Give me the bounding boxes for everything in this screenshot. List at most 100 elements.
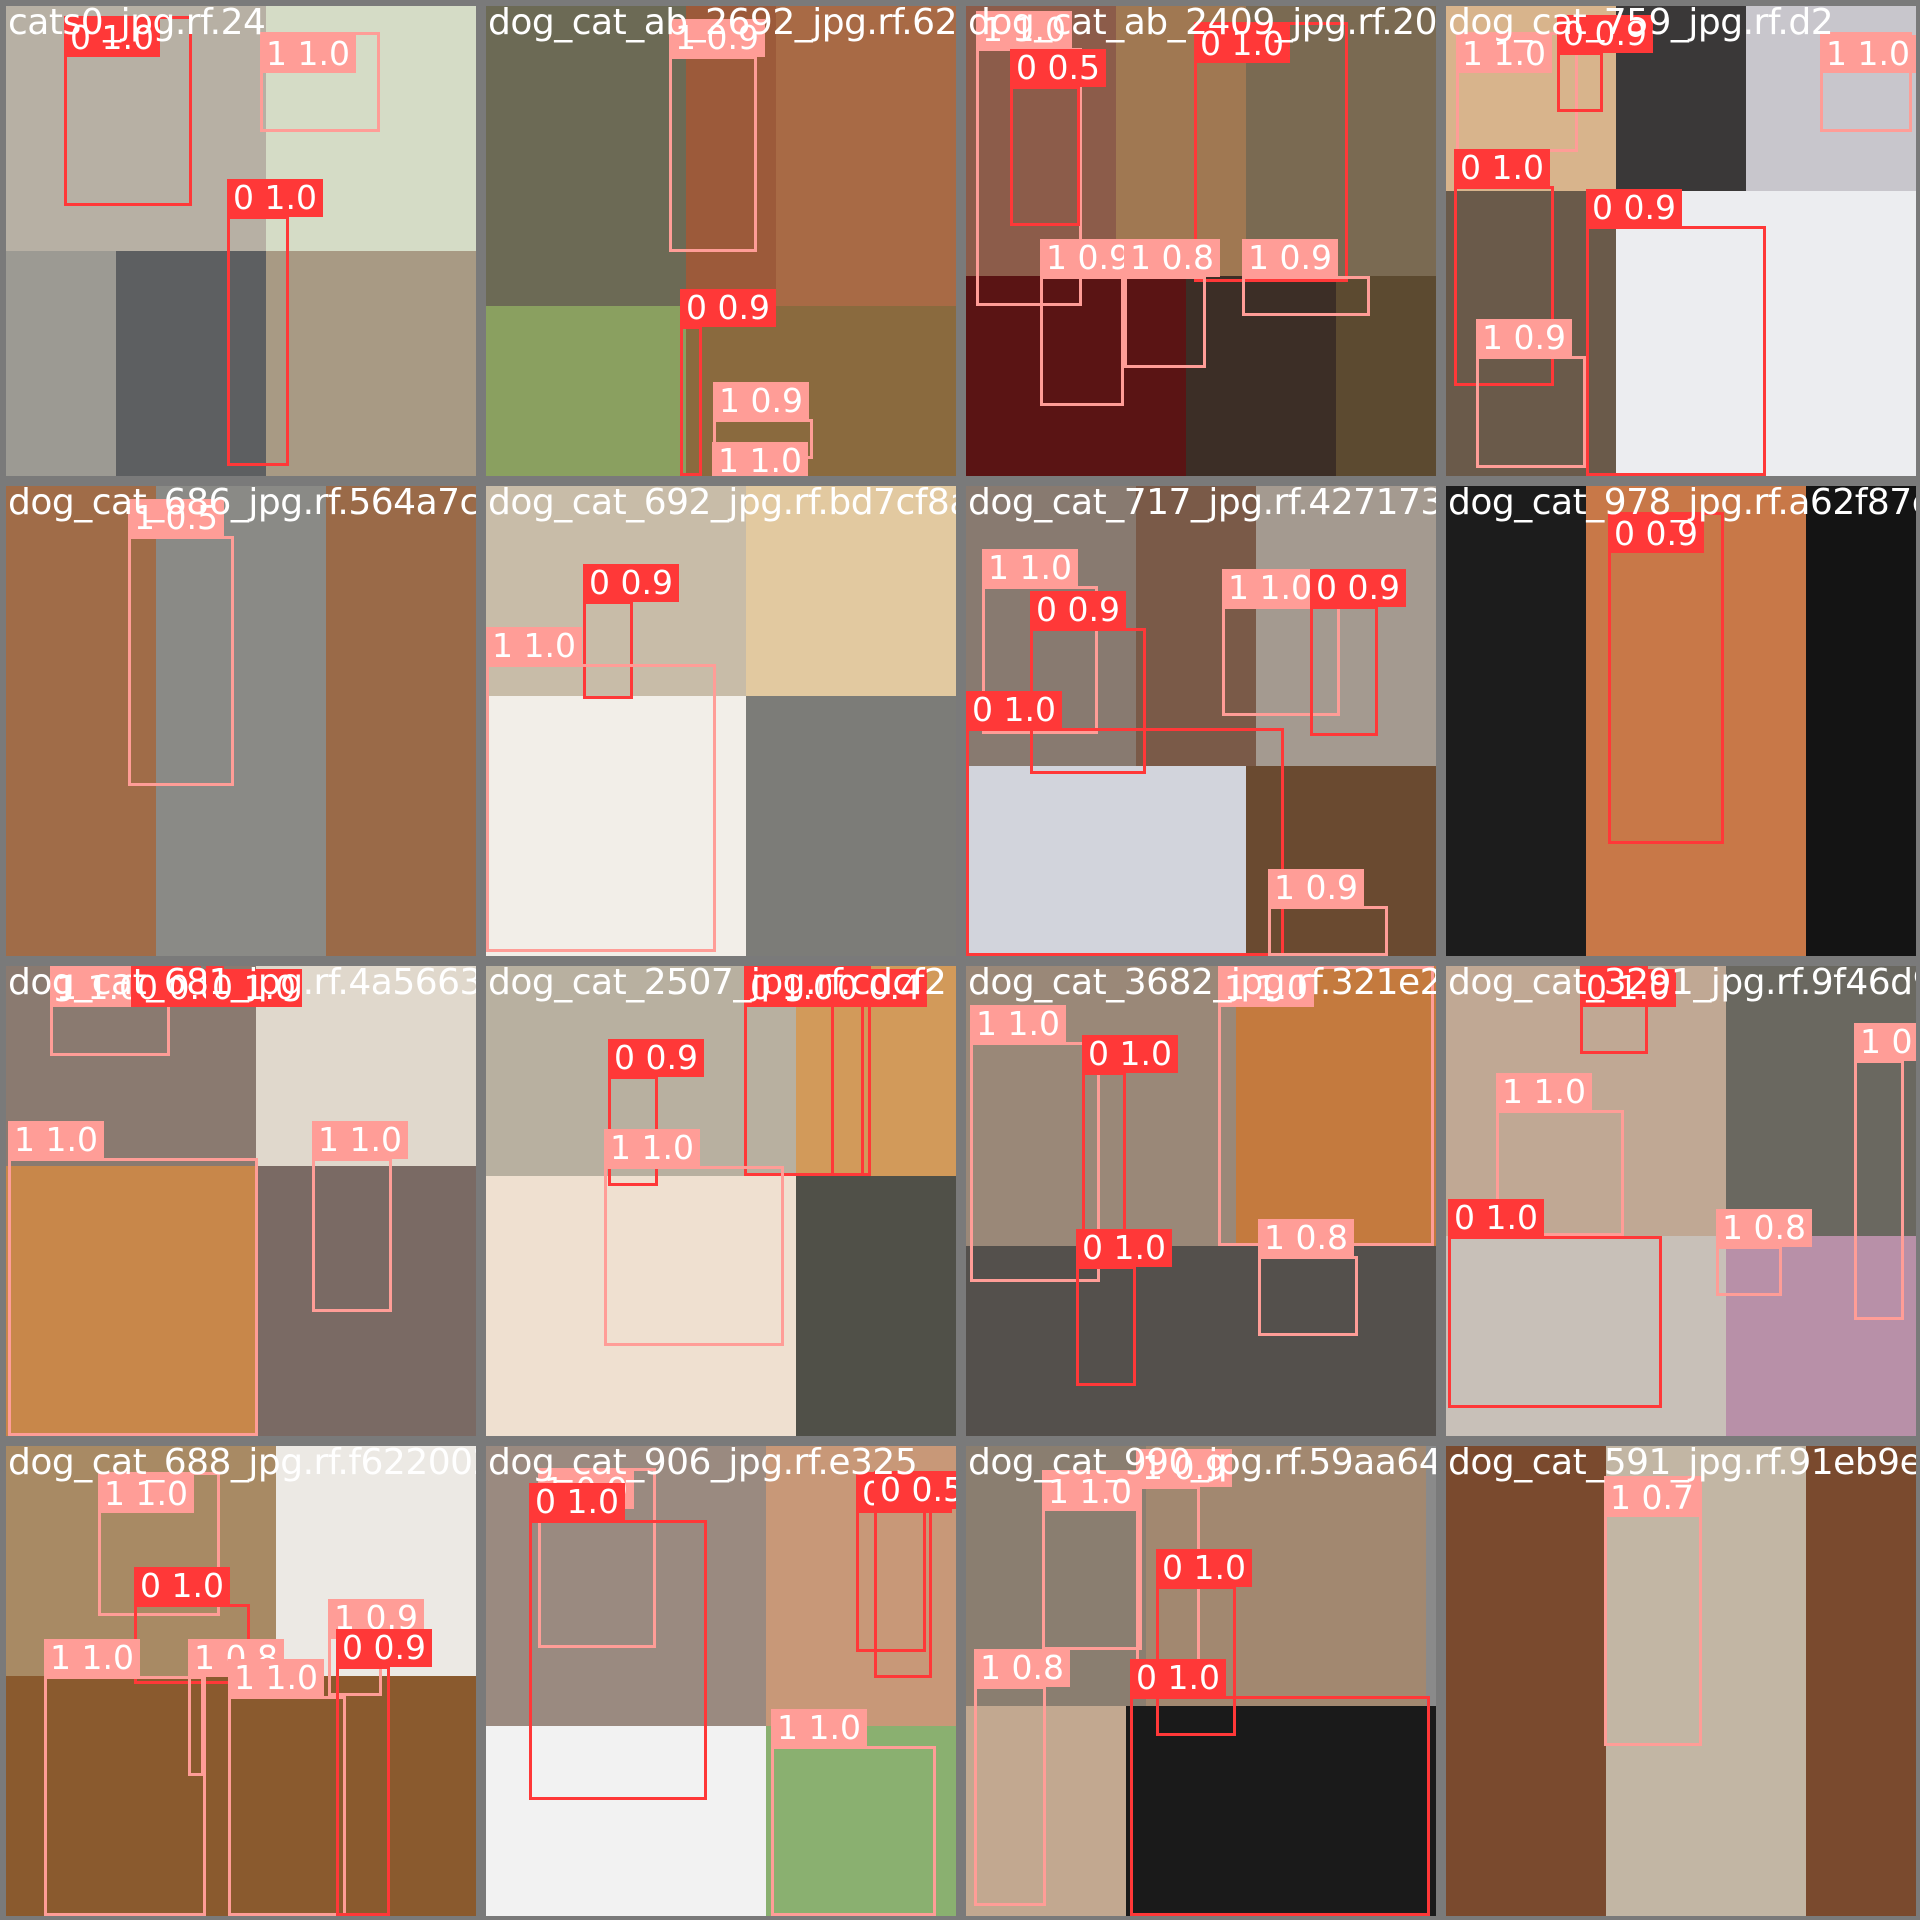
- detection-box: 0 0.9: [680, 289, 776, 476]
- detection-box: 0 0.5: [1010, 49, 1106, 226]
- detection-box: 1 0.9: [1476, 319, 1586, 468]
- detection-box: 1 0.5: [128, 499, 234, 786]
- detection-label: 0 0.9: [583, 564, 679, 602]
- photo-panel: [6, 486, 156, 956]
- detection-box: 0 1.0: [1194, 22, 1348, 282]
- detection-label: 0 1.0: [1448, 1199, 1544, 1237]
- photo-panel: [156, 486, 326, 956]
- detection-label: 1 0.9: [1040, 239, 1136, 277]
- detection-box: 1 1.0: [1218, 966, 1434, 1246]
- detection-label: 1 0.: [1854, 1023, 1916, 1061]
- detection-label: 1 1.0: [712, 442, 808, 476]
- detection-label: 1 1.0: [970, 1005, 1066, 1043]
- detection-label: 0 1.0: [64, 19, 160, 57]
- photo-panel: [746, 486, 956, 696]
- detection-label: 0 1.0: [744, 969, 840, 1007]
- detection-label: 1 1.0: [486, 627, 582, 665]
- detection-label: 1 1.0: [44, 1639, 140, 1677]
- photo-panel: [746, 696, 956, 956]
- photo-panel: [1126, 1706, 1436, 1916]
- mosaic-tile: 1 1.0 0 1.0 1 0.9 1 1.0 1 0.8 1 1.0 0 0.9 dog_c…: [6, 1446, 476, 1916]
- detection-box: 1 1.0: [8, 1121, 258, 1436]
- detection-label: 0 1.0: [206, 969, 302, 1007]
- detection-label: 0 0.9: [1310, 569, 1406, 607]
- detection-label: 1 0.8: [974, 1649, 1070, 1687]
- detection-label: 1 1.0: [1496, 1073, 1592, 1111]
- detection-box: 0 1.0: [206, 966, 302, 1007]
- photo-panel: [1726, 1236, 1916, 1436]
- photo-panel: [1236, 966, 1436, 1246]
- detection-box: 1 0.9: [1040, 239, 1136, 406]
- detection-box: 1 0.7: [1604, 1476, 1702, 1746]
- detection-label: 0 0.9: [1030, 591, 1126, 629]
- detection-box: 0 1.0: [744, 966, 864, 1176]
- photo-panel: [266, 251, 476, 476]
- detection-label: 1 1.0: [1222, 569, 1318, 607]
- detection-box: 0 0.9: [336, 1629, 432, 1916]
- detection-box: 0 1.0: [64, 16, 192, 206]
- photo-panel: [1336, 276, 1436, 476]
- mosaic-tile: 1 1.0 1 0.9 0 1.0 1 0.8 0 1.0 dog_cat_990_jpg…: [966, 1446, 1436, 1916]
- photo-panel: [1256, 486, 1436, 766]
- detection-box: 1 0.9: [713, 382, 813, 459]
- detection-label: 1 1.0: [260, 35, 356, 73]
- mosaic-tile: 0 0.9 1 1.0 dog_cat_692_jpg.rf.bd7cf8a: [486, 486, 956, 956]
- detection-label: 0 1.0: [1130, 1659, 1226, 1697]
- detection-label: 1 0.5: [128, 499, 224, 537]
- detection-box: 0 1.0: [1156, 1549, 1252, 1736]
- photo-panel: [966, 766, 1246, 956]
- detection-box: 0 1.0: [1580, 966, 1676, 1054]
- mosaic-tile: 1 1.0 0 0.9 0 1.0 1 1.0 0 0.9 1 0.9 dog_cat_71…: [966, 486, 1436, 956]
- detection-box: 1 0.8: [188, 1639, 284, 1776]
- photo-panel: [1246, 766, 1436, 956]
- photo-panel: [486, 1176, 796, 1436]
- detection-label: 0 1.0: [1076, 1229, 1172, 1267]
- detection-label: 0 0.9: [608, 1039, 704, 1077]
- photo-panel: [1806, 486, 1916, 956]
- mosaic-tile: 0 1.01 0.1 1.00 1.01 0.8dog_cat_3291_jpg…: [1446, 966, 1916, 1436]
- detection-box: 0 1.0: [227, 179, 323, 466]
- detection-box: 0 1.0: [1082, 1035, 1178, 1242]
- photo-panel: [776, 6, 956, 306]
- photo-panel: [1616, 191, 1916, 476]
- photo-panel: [966, 1706, 1126, 1916]
- detection-box: 1 1.0: [1042, 1470, 1142, 1650]
- detection-box: 0 0.8: [131, 966, 227, 1007]
- detection-label: 0 0.5: [874, 1471, 956, 1509]
- detection-label: 1 1.0: [976, 11, 1072, 49]
- detection-box: 1 0.8: [974, 1649, 1070, 1906]
- mosaic-tile: 1 0.5 dog_cat_686_jpg.rf.564a7c9: [6, 486, 476, 956]
- photo-panel: [486, 6, 686, 306]
- detection-label: 0 1.0: [1194, 25, 1290, 63]
- detection-box: 1 1.0: [1496, 1073, 1624, 1236]
- photo-panel: [1806, 1446, 1916, 1916]
- mosaic-tile: 0 1.0 1 1.0 0 1.0 cats0_jpg.rf.24: [6, 6, 476, 476]
- detection-label: 0 0.5: [1010, 49, 1106, 87]
- detection-label: 0 1.0: [1156, 1549, 1252, 1587]
- detection-label: 0 0.9: [1608, 515, 1704, 553]
- detection-box: 0 0.9: [1557, 15, 1653, 112]
- photo-panel: [1136, 486, 1256, 766]
- detection-box: 0 1.0: [529, 1483, 707, 1800]
- photo-panel: [1446, 1446, 1606, 1916]
- detection-box: 1 1.0: [771, 1709, 936, 1916]
- photo-panel: [486, 696, 746, 956]
- detection-box: 1 0.9: [1242, 239, 1370, 316]
- photo-panel: [256, 1166, 476, 1436]
- photo-panel: [1606, 1446, 1806, 1916]
- detection-label: 1 1.0: [312, 1121, 408, 1159]
- detection-box: 1 1.0: [486, 627, 716, 952]
- detection-label: 0 0.9: [1557, 15, 1653, 53]
- detection-box: 0 0.9: [583, 564, 679, 699]
- photo-panel: [1446, 1236, 1726, 1436]
- photo-panel: [486, 1726, 766, 1916]
- detection-box: 1 0.9: [1268, 869, 1388, 956]
- detection-label: 0 0.9: [1586, 189, 1682, 227]
- photo-panel: [326, 486, 476, 956]
- detection-label: 0 0.9: [680, 289, 776, 327]
- photo-panel: [116, 251, 266, 476]
- detection-box: 1 1.0: [50, 966, 170, 1056]
- detection-box: 1 1.0: [44, 1639, 206, 1916]
- detection-label: 1 0.7: [1604, 1479, 1700, 1517]
- photo-panel: [1726, 966, 1916, 1236]
